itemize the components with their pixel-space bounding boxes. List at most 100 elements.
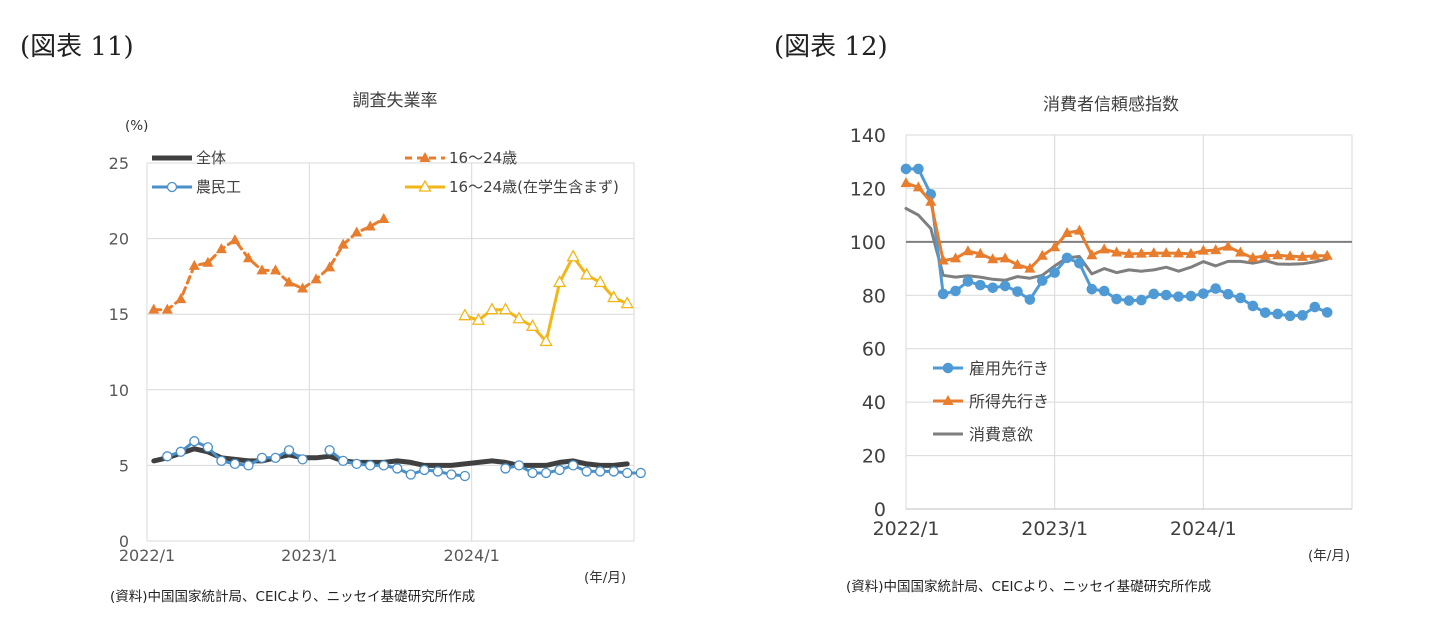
data-point	[900, 163, 912, 175]
data-point	[1160, 289, 1172, 301]
data-point	[162, 451, 173, 462]
data-point	[365, 460, 376, 471]
series-line	[463, 255, 629, 343]
data-point	[297, 282, 309, 293]
data-point	[950, 285, 961, 297]
data-point	[1197, 244, 1209, 255]
data-point	[256, 264, 268, 275]
data-point	[975, 279, 986, 291]
data-point	[1222, 288, 1234, 300]
data-point	[607, 290, 621, 303]
data-point	[1185, 247, 1197, 258]
x-axis-unit: (年/月)	[584, 570, 627, 586]
data-point	[1086, 249, 1098, 260]
data-point	[1259, 307, 1271, 318]
data-point	[1198, 288, 1209, 299]
data-point	[378, 460, 389, 471]
data-point	[324, 261, 336, 272]
chart-panel-consumer-confidence: (図表 12) 消費者信頼感指数 0 20 40 60 80 100 120 140 2022/…	[726, 0, 1452, 634]
data-point	[392, 463, 403, 474]
x-tick-label: 2022/1	[119, 546, 175, 565]
data-point	[1321, 307, 1333, 318]
data-point	[242, 252, 254, 263]
data-point	[1309, 249, 1321, 260]
data-point	[229, 458, 241, 470]
data-point	[950, 252, 962, 263]
x-tick-label: 2023/1	[1021, 518, 1088, 540]
data-point	[552, 275, 567, 288]
data-point	[351, 226, 363, 237]
data-point	[1210, 283, 1222, 294]
legend-label: 所得先行き	[969, 392, 1049, 411]
data-point	[608, 466, 619, 477]
data-point	[1111, 246, 1123, 257]
data-point	[1148, 288, 1160, 300]
data-point	[1049, 267, 1060, 278]
x-axis-unit: (年/月)	[1308, 548, 1351, 564]
data-point	[229, 234, 241, 245]
y-tick-label: 0	[874, 499, 886, 521]
y-tick-label: 0	[119, 532, 129, 551]
source-note: (資料)中国国家統計局、CEICより、ニッセイ基礎研究所作成	[110, 589, 476, 605]
data-point	[1247, 251, 1259, 262]
data-point	[161, 303, 173, 314]
legend-label: 農民工	[196, 178, 241, 196]
y-tick-label: 140	[850, 125, 886, 147]
series-line	[152, 217, 386, 312]
y-tick-label: 20	[862, 446, 886, 468]
data-point	[378, 212, 390, 223]
data-point	[525, 318, 540, 331]
data-point	[310, 273, 322, 284]
data-point	[337, 238, 349, 249]
x-tick-label: 2024/1	[444, 546, 500, 565]
data-point	[987, 253, 999, 264]
data-point	[1123, 295, 1135, 306]
data-point	[1148, 247, 1160, 258]
data-point	[1160, 247, 1172, 258]
data-point	[1284, 250, 1296, 261]
data-point	[1284, 310, 1296, 322]
data-point	[471, 312, 486, 325]
data-point	[364, 220, 376, 231]
data-point	[962, 276, 974, 287]
data-point	[1272, 249, 1284, 260]
data-point	[297, 454, 308, 465]
source-note: (資料)中国国家統計局、CEICより、ニッセイ基礎研究所作成	[846, 579, 1212, 595]
data-point	[1012, 258, 1023, 269]
data-point	[270, 452, 281, 463]
data-point	[635, 467, 646, 479]
data-point	[1024, 294, 1036, 305]
data-point	[256, 452, 268, 463]
data-point	[513, 460, 525, 471]
y-tick-label: 80	[862, 285, 886, 307]
data-point	[1123, 247, 1135, 258]
y-tick-label: 15	[109, 305, 129, 324]
data-point	[148, 303, 160, 314]
data-point	[1061, 252, 1073, 264]
data-point	[567, 460, 579, 471]
figure-label: (図表 11)	[20, 32, 134, 62]
data-point	[351, 458, 362, 470]
data-point	[189, 436, 200, 447]
chart-title: 調査失業率	[352, 91, 438, 111]
y-tick-label: 20	[109, 230, 129, 249]
data-point	[500, 463, 511, 474]
data-point	[1012, 286, 1023, 297]
data-point	[1247, 300, 1259, 312]
data-point	[459, 470, 471, 482]
data-point	[1086, 283, 1098, 295]
y-axis-unit: (%)	[125, 118, 149, 134]
y-tick-label: 100	[850, 232, 886, 254]
data-point	[1049, 241, 1061, 252]
data-point	[1210, 244, 1222, 255]
data-point	[527, 467, 538, 479]
y-tick-label: 60	[862, 339, 886, 361]
data-point	[937, 288, 949, 300]
data-point	[987, 282, 999, 294]
legend-marker	[419, 152, 431, 162]
data-point	[324, 445, 335, 456]
data-point	[999, 252, 1011, 263]
legend-label: 16～24歳	[449, 149, 517, 167]
figure-label: (図表 12)	[774, 32, 888, 62]
data-point	[925, 195, 937, 206]
